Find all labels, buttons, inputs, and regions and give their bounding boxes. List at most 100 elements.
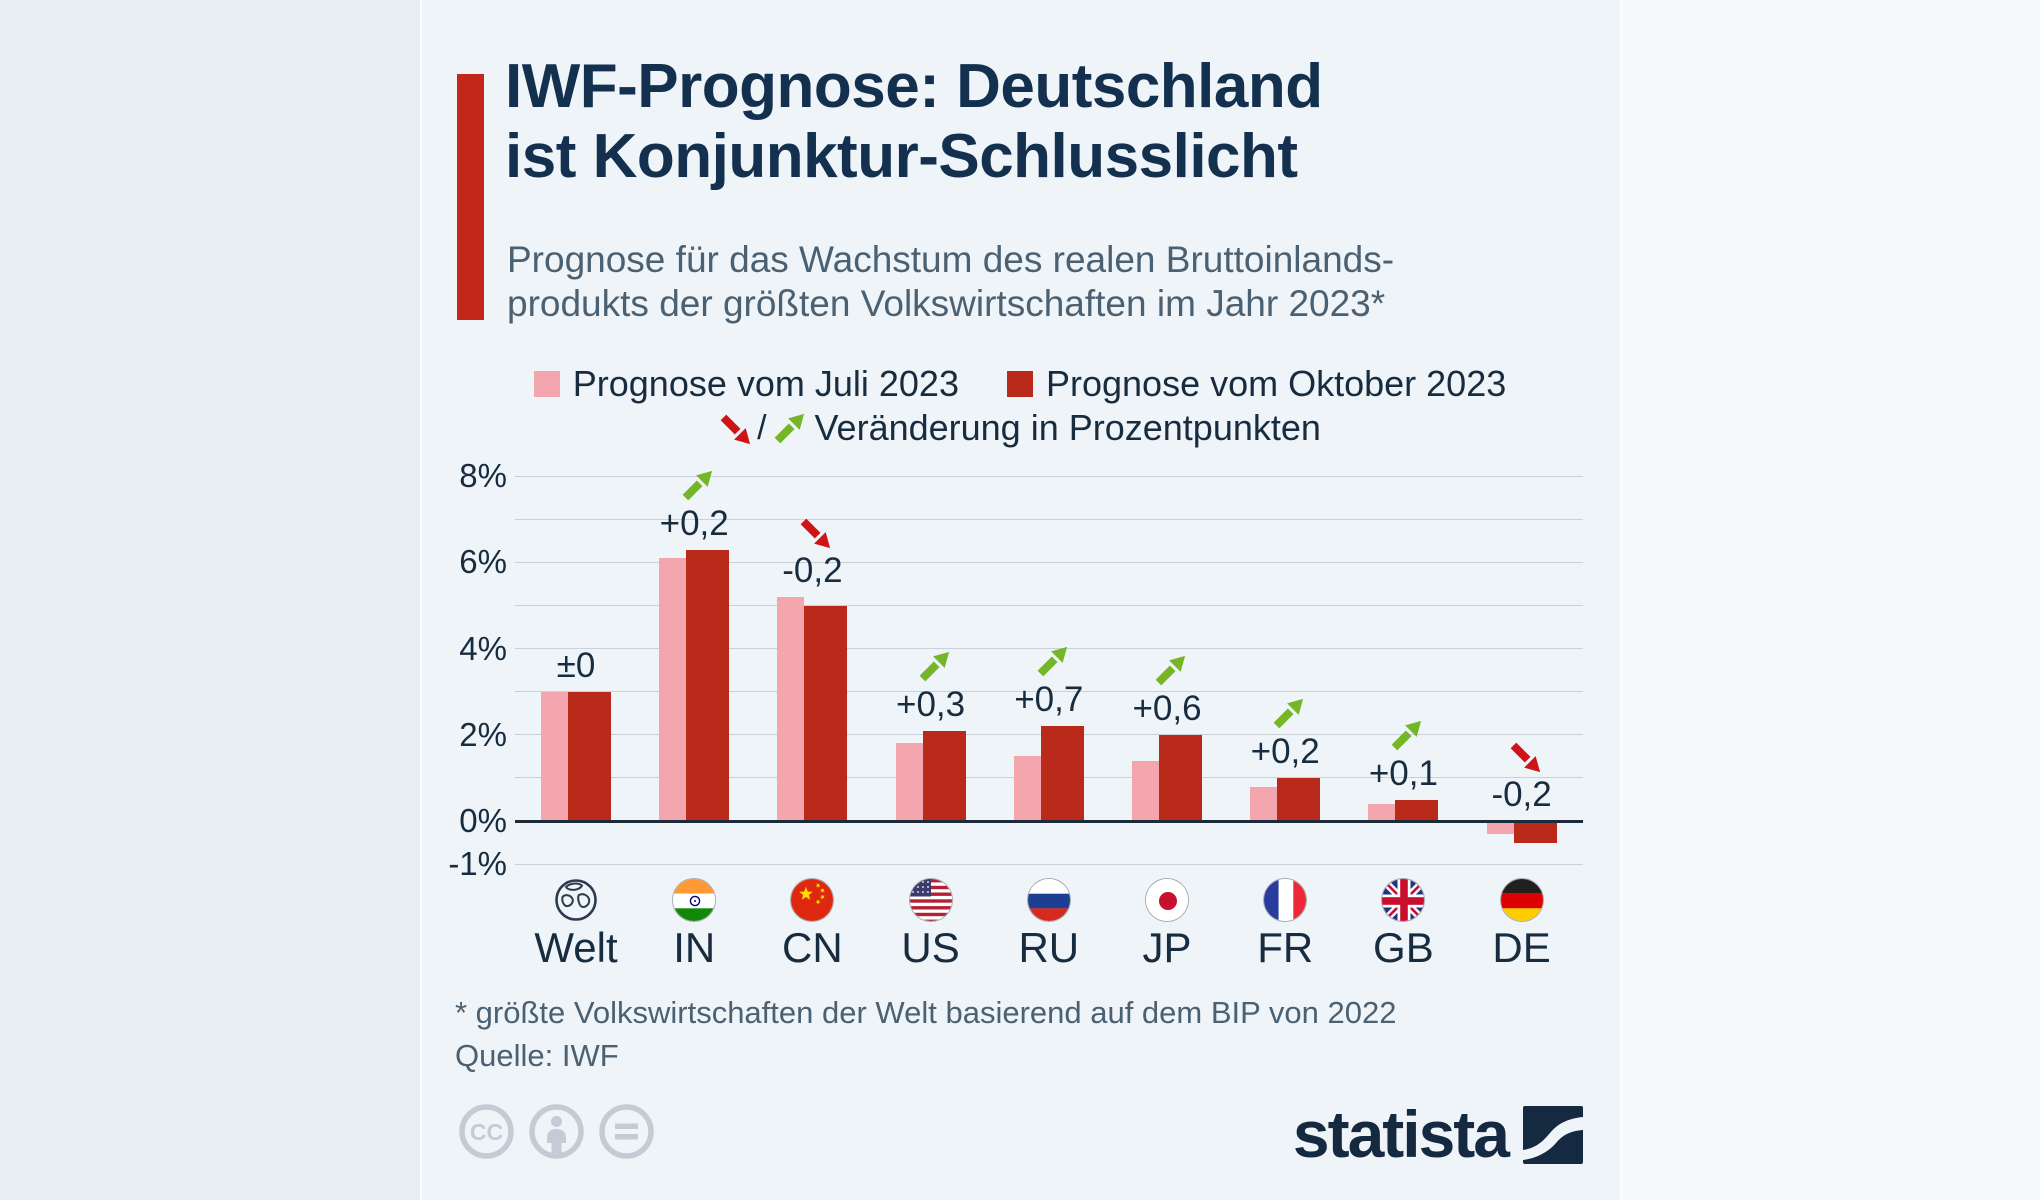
- legend-label-july: Prognose vom Juli 2023: [572, 363, 959, 404]
- country-label-JP: JP: [1142, 924, 1192, 971]
- arrow-up-icon-GB: [1390, 720, 1422, 752]
- country-label-US: US: [901, 924, 960, 971]
- change-label-RU: +0,7: [1014, 680, 1084, 720]
- country-label-FR: FR: [1257, 924, 1314, 971]
- change-label-US: +0,3: [896, 684, 966, 724]
- arrow-up-icon: [773, 412, 805, 444]
- y-tick--1pct: -1%: [448, 845, 507, 883]
- page-subtitle: Prognose für das Wachstum des realen Bru…: [507, 238, 1394, 326]
- legend-change-label: Veränderung in Prozentpunkten: [814, 407, 1321, 448]
- legend-item-july: Prognose vom Juli 2023: [533, 363, 959, 405]
- arrow-up-icon-IN: [681, 470, 713, 502]
- country-label-GB: GB: [1373, 924, 1434, 971]
- footnote-block: * größte Volkswirtschaften der Welt basi…: [455, 991, 1396, 1077]
- bar-oct-FR: [1277, 777, 1321, 821]
- bar-oct-GB: [1395, 799, 1439, 822]
- chart-legend: Prognose vom Juli 2023 Prognose vom Okto…: [420, 362, 1620, 450]
- arrow-up-icon-FR: [1272, 698, 1304, 730]
- bar-july-DE: [1486, 821, 1514, 834]
- legend-swatch-october: [1006, 371, 1033, 397]
- bar-july-CN: [777, 596, 805, 821]
- footnote-text: * größte Volkswirtschaften der Welt basi…: [455, 995, 1397, 1030]
- y-tick-2pct: 2%: [459, 715, 507, 753]
- bar-oct-RU: [1040, 726, 1084, 821]
- change-label-GB: +0,1: [1368, 753, 1438, 793]
- y-tick-8pct: 8%: [459, 457, 507, 495]
- globe-icon: [554, 878, 598, 922]
- bar-oct-IN: [686, 549, 730, 821]
- gridline-5pct: [515, 605, 1583, 606]
- flag-fr-icon: [1263, 878, 1308, 922]
- cc-by-icon[interactable]: [528, 1103, 585, 1165]
- change-label-DE: -0,2: [1491, 775, 1552, 814]
- flag-us-icon: [908, 878, 953, 922]
- zero-axis-line: [515, 819, 1583, 823]
- gridline-8pct: [515, 475, 1583, 477]
- y-tick-6pct: 6%: [459, 543, 507, 581]
- page-left-margin: [0, 0, 420, 1200]
- svg-text:CC: CC: [470, 1119, 503, 1145]
- gridline-3pct: [515, 691, 1583, 693]
- bar-july-JP: [1132, 760, 1159, 821]
- legend-row-series: Prognose vom Juli 2023 Prognose vom Okto…: [420, 362, 1620, 406]
- change-label-Welt: ±0: [556, 645, 596, 685]
- statista-logo-mark-icon: [1523, 1106, 1583, 1169]
- country-label-RU: RU: [1018, 924, 1080, 971]
- change-label-CN: -0,2: [782, 550, 843, 590]
- bar-oct-Welt: [568, 691, 611, 821]
- cc-nd-icon[interactable]: [598, 1103, 655, 1165]
- flag-in-icon: [672, 878, 717, 922]
- bar-july-RU: [1013, 756, 1041, 822]
- change-label-IN: +0,2: [659, 503, 729, 543]
- country-label-DE: DE: [1492, 924, 1551, 971]
- country-label-CN: CN: [782, 924, 843, 971]
- arrow-up-icon-US: [918, 651, 950, 683]
- change-label-JP: +0,6: [1132, 688, 1202, 728]
- title-accent-bar: [457, 74, 484, 320]
- legend-swatch-july: [533, 371, 560, 397]
- bar-july-GB: [1368, 803, 1396, 821]
- gridline-4pct: [515, 648, 1583, 650]
- country-label-IN: IN: [673, 924, 716, 971]
- arrow-down-icon: [719, 412, 751, 445]
- arrow-up-icon-JP: [1154, 655, 1186, 687]
- arrow-down-icon-DE: [1509, 741, 1541, 773]
- legend-row-change: / Veränderung in Prozentpunkten: [420, 406, 1620, 450]
- flag-gb-icon: [1381, 878, 1426, 922]
- gridline-6pct: [515, 561, 1583, 563]
- legend-label-october: Prognose vom Oktober 2023: [1045, 363, 1507, 404]
- statista-logo[interactable]: statista: [1250, 1096, 1585, 1171]
- page-title: IWF-Prognose: Deutschland ist Konjunktur…: [505, 52, 1323, 192]
- cc-license-icons: CC: [458, 1103, 655, 1165]
- legend-item-october: Prognose vom Oktober 2023: [1006, 363, 1507, 405]
- flag-cn-icon: [790, 878, 835, 922]
- gridline--1pct: [515, 863, 1583, 865]
- flag-de-icon: [1499, 878, 1544, 922]
- gridline-7pct: [515, 518, 1583, 520]
- cc-icon[interactable]: CC: [458, 1103, 515, 1165]
- legend-slash: /: [757, 408, 767, 447]
- y-tick-4pct: 4%: [459, 629, 507, 667]
- arrow-up-icon-RU: [1036, 646, 1068, 678]
- y-tick-0pct: 0%: [459, 802, 507, 839]
- statista-logo-text: statista: [1292, 1097, 1510, 1171]
- subtitle-line-2: produkts der größten Volkswirtschaften i…: [507, 283, 1386, 324]
- title-line-2: ist Konjunktur-Schlusslicht: [505, 122, 1298, 191]
- bar-july-Welt: [541, 691, 568, 821]
- flag-ru-icon: [1026, 878, 1071, 922]
- source-text: Quelle: IWF: [455, 1038, 619, 1073]
- flag-jp-icon: [1145, 878, 1189, 922]
- bar-oct-US: [922, 730, 966, 821]
- arrow-down-icon-CN: [799, 517, 831, 549]
- change-label-FR: +0,2: [1250, 731, 1320, 771]
- bar-oct-CN: [804, 605, 848, 821]
- bar-july-FR: [1250, 786, 1278, 821]
- subtitle-line-1: Prognose für das Wachstum des realen Bru…: [507, 239, 1395, 280]
- bar-july-IN: [659, 558, 687, 821]
- country-label-Welt: Welt: [534, 924, 618, 971]
- infographic-card: [420, 0, 1622, 1200]
- title-line-1: IWF-Prognose: Deutschland: [505, 52, 1323, 121]
- bar-oct-JP: [1159, 734, 1202, 821]
- bar-oct-DE: [1513, 821, 1557, 843]
